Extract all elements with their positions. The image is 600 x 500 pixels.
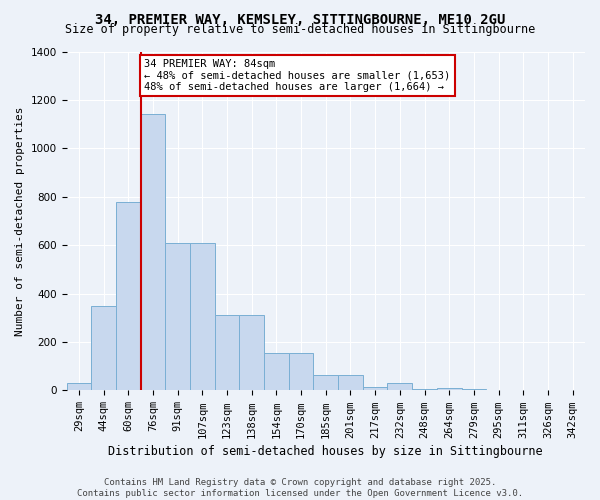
Bar xyxy=(437,388,461,390)
Bar xyxy=(239,316,264,390)
Bar xyxy=(116,202,140,390)
X-axis label: Distribution of semi-detached houses by size in Sittingbourne: Distribution of semi-detached houses by … xyxy=(109,444,543,458)
Bar xyxy=(363,386,388,390)
Bar xyxy=(190,242,215,390)
Bar xyxy=(461,389,486,390)
Bar xyxy=(412,389,437,390)
Text: 34, PREMIER WAY, KEMSLEY, SITTINGBOURNE, ME10 2GU: 34, PREMIER WAY, KEMSLEY, SITTINGBOURNE,… xyxy=(95,12,505,26)
Bar xyxy=(165,242,190,390)
Bar xyxy=(91,306,116,390)
Bar xyxy=(215,316,239,390)
Y-axis label: Number of semi-detached properties: Number of semi-detached properties xyxy=(15,106,25,336)
Bar xyxy=(388,383,412,390)
Bar xyxy=(313,374,338,390)
Bar xyxy=(67,383,91,390)
Bar xyxy=(140,114,165,390)
Text: 34 PREMIER WAY: 84sqm
← 48% of semi-detached houses are smaller (1,653)
48% of s: 34 PREMIER WAY: 84sqm ← 48% of semi-deta… xyxy=(144,59,451,92)
Text: Contains HM Land Registry data © Crown copyright and database right 2025.
Contai: Contains HM Land Registry data © Crown c… xyxy=(77,478,523,498)
Bar xyxy=(289,353,313,391)
Bar xyxy=(264,353,289,391)
Bar xyxy=(338,374,363,390)
Text: Size of property relative to semi-detached houses in Sittingbourne: Size of property relative to semi-detach… xyxy=(65,22,535,36)
